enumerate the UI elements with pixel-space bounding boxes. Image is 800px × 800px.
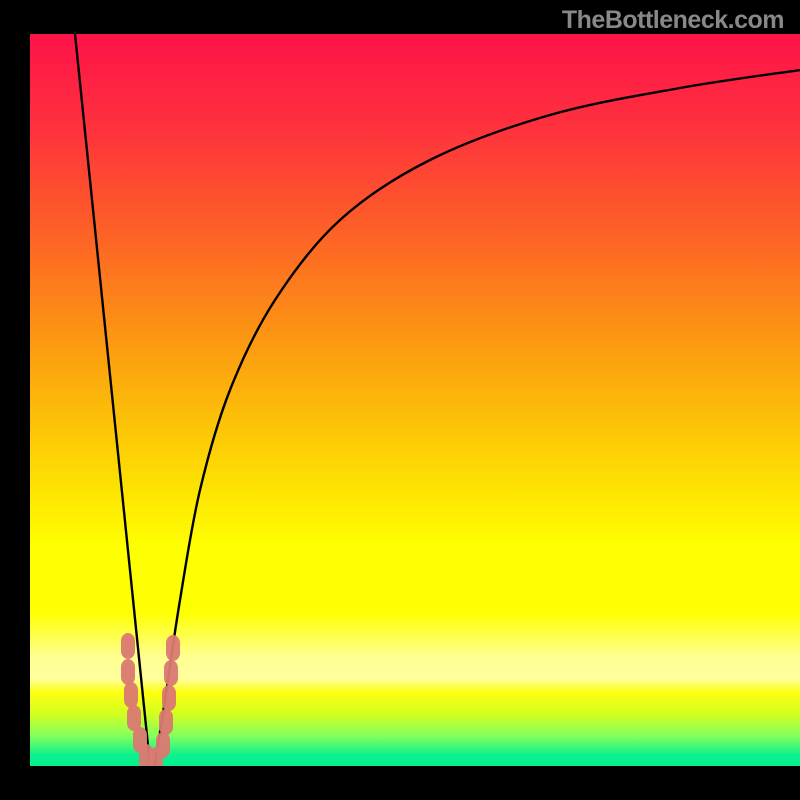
marker-point: [156, 732, 170, 758]
watermark-text: TheBottleneck.com: [562, 6, 784, 35]
y-axis-bar: [0, 0, 30, 800]
marker-point: [166, 635, 180, 661]
bottleneck-chart: [0, 0, 800, 800]
marker-point: [124, 682, 138, 708]
marker-point: [121, 633, 135, 659]
plot-background: [30, 34, 800, 766]
x-axis-bar: [0, 766, 800, 800]
marker-point: [164, 660, 178, 686]
marker-point: [121, 659, 135, 685]
marker-point: [159, 709, 173, 735]
marker-point: [162, 685, 176, 711]
